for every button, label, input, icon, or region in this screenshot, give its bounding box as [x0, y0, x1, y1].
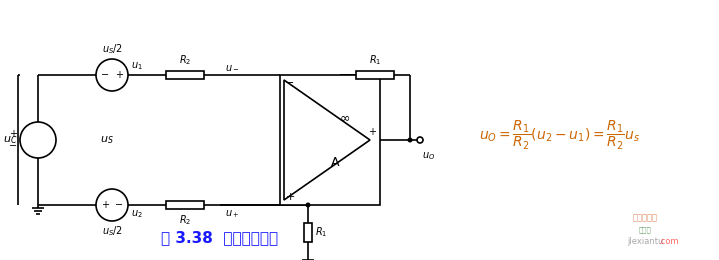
- Text: +: +: [285, 192, 295, 202]
- Text: $u_-$: $u_-$: [225, 62, 239, 72]
- Text: jlexiantu: jlexiantu: [627, 237, 663, 246]
- Text: $u_C$: $u_C$: [3, 134, 17, 146]
- Text: −: −: [101, 70, 109, 80]
- Text: $u_S$: $u_S$: [100, 134, 114, 146]
- Text: $R_2$: $R_2$: [179, 213, 191, 227]
- Text: −: −: [9, 141, 17, 151]
- Text: 模块图: 模块图: [638, 227, 651, 233]
- Bar: [304, 223, 312, 242]
- Text: $R_1$: $R_1$: [369, 53, 381, 67]
- Text: $u_O = \dfrac{R_1}{R_2}(u_2 - u_1) = \dfrac{R_1}{R_2}u_s$: $u_O = \dfrac{R_1}{R_2}(u_2 - u_1) = \df…: [480, 118, 641, 152]
- Circle shape: [96, 189, 128, 221]
- Text: $u_O$: $u_O$: [422, 150, 435, 162]
- Text: $\infty$: $\infty$: [339, 112, 351, 125]
- Circle shape: [306, 203, 311, 207]
- Circle shape: [20, 122, 56, 158]
- Text: $u_S/2$: $u_S/2$: [101, 224, 122, 238]
- Text: +: +: [101, 200, 109, 210]
- Text: 图 3.38  差分放大电路: 图 3.38 差分放大电路: [162, 231, 278, 245]
- Text: $R_1$: $R_1$: [315, 226, 327, 239]
- Bar: [166, 201, 204, 209]
- Circle shape: [417, 137, 423, 143]
- Text: −: −: [285, 78, 295, 88]
- Text: $u_S/2$: $u_S/2$: [101, 42, 122, 56]
- Text: −: −: [115, 200, 123, 210]
- Text: +: +: [115, 70, 123, 80]
- Text: $u_+$: $u_+$: [225, 208, 239, 220]
- Bar: [356, 71, 394, 79]
- Text: +: +: [368, 127, 376, 137]
- Bar: [166, 71, 204, 79]
- Circle shape: [408, 138, 413, 142]
- Text: $u_1$: $u_1$: [131, 60, 143, 72]
- Bar: [280, 75, 380, 205]
- Text: $u_2$: $u_2$: [131, 208, 143, 220]
- Circle shape: [96, 59, 128, 91]
- Text: .com: .com: [658, 237, 678, 246]
- Text: 电子发烧友: 电子发烧友: [633, 213, 657, 223]
- Text: A: A: [331, 155, 339, 168]
- Text: +: +: [9, 129, 17, 139]
- Text: $R_2$: $R_2$: [179, 53, 191, 67]
